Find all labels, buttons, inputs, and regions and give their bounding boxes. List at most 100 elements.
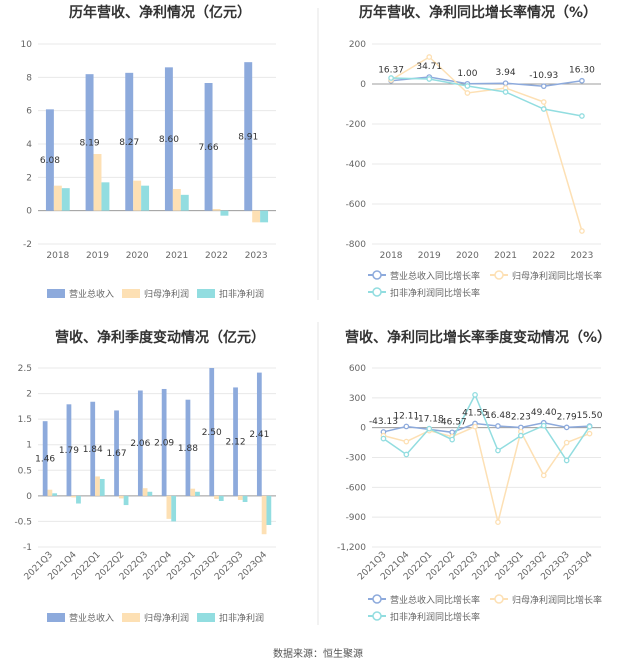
data-point [502, 89, 509, 95]
bar-net-profit [166, 495, 172, 519]
bar-deducted [101, 182, 110, 211]
bar-deducted [99, 478, 105, 496]
y-tick-label: -2 [23, 240, 32, 250]
legend-label[interactable]: 营业总收入 [69, 612, 114, 624]
data-label: 49.40 [531, 408, 557, 418]
bar-net-profit [172, 189, 181, 211]
bar-revenue [114, 410, 119, 496]
y-tick-label: 0 [26, 207, 32, 217]
x-tick-label: 2018 [380, 251, 403, 261]
data-point [579, 77, 585, 84]
bar-deducted [123, 495, 129, 506]
series-line-net-profit [390, 56, 583, 232]
legend-label[interactable]: 营业总收入 [69, 288, 114, 300]
series-line-revenue [391, 76, 583, 87]
data-label: -17.18 [415, 414, 444, 424]
bar-revenue [161, 388, 167, 496]
data-point [579, 228, 585, 234]
x-tick-label: 2021 [494, 251, 517, 261]
legend-label[interactable]: 归母净利润同比增长率 [512, 270, 602, 282]
legend: 营业总收入同比增长率 归母净利润同比增长率 扣非净利润同比增长率 [368, 594, 602, 623]
data-point [449, 436, 455, 443]
data-point [540, 83, 547, 90]
data-label: 3.94 [496, 68, 516, 78]
legend-label[interactable]: 归母净利润 [144, 612, 189, 624]
legend-marker[interactable] [372, 594, 382, 604]
y-tick-label: 10 [21, 40, 33, 50]
legend-label[interactable]: 扣非净利润同比增长率 [390, 287, 480, 299]
bar-deducted [242, 495, 248, 502]
quarterly-revenue-profit-chart: 营收、净利季度变动情况（亿元） 2.521.510.50-0.5-12021Q3… [14, 329, 276, 582]
legend-label[interactable]: 归母净利润同比增长率 [512, 594, 602, 606]
legend-swatch-revenue[interactable] [47, 613, 65, 622]
legend-swatch-net-profit[interactable] [122, 289, 140, 298]
bar-net-profit [142, 488, 148, 496]
legend-swatch-deducted[interactable] [197, 613, 215, 622]
annual-growth-rate-chart: 历年营收、净利同比增长率情况（%） 200 0 -200 -400 -600 -800 20… [346, 4, 601, 261]
y-tick-label: 2.5 [18, 364, 32, 374]
data-label: 34.71 [416, 62, 442, 72]
legend-swatch-net-profit[interactable] [122, 613, 140, 622]
legend: 营业总收入 归母净利润 扣非净利润 [47, 612, 264, 624]
legend-label[interactable]: 归母净利润 [144, 288, 189, 300]
y-tick-label: 300 [349, 394, 366, 404]
bar-net-profit [47, 489, 53, 496]
legend-label[interactable]: 扣非净利润同比增长率 [390, 611, 480, 623]
legend-swatch-deducted[interactable] [197, 289, 215, 298]
bar-net-profit [212, 209, 221, 211]
data-point [472, 391, 478, 398]
data-point [388, 75, 394, 81]
data-point [426, 54, 433, 60]
data-label: 8.27 [119, 138, 139, 148]
data-point [586, 430, 593, 437]
legend-marker[interactable] [372, 611, 382, 621]
data-label: 2.09 [154, 438, 174, 448]
data-point [380, 435, 387, 442]
y-tick-label: 200 [349, 40, 366, 50]
bar-net-profit [95, 476, 100, 496]
data-point [586, 423, 593, 430]
y-tick-label: 600 [349, 364, 366, 374]
legend-label[interactable]: 营业总收入同比增长率 [390, 270, 480, 282]
x-tick-label: 2021 [165, 251, 188, 261]
y-tick-label: 1.5 [18, 415, 32, 425]
x-tick-label: 2020 [126, 251, 149, 261]
bar-deducted [266, 495, 272, 526]
data-label: 6.08 [40, 156, 60, 166]
y-tick-label: -0.5 [14, 517, 32, 527]
annual-revenue-profit-chart: 历年营收、净利情况（亿元） 10 8 6 4 2 0 -2 2018 2019 2020 2021 2… [21, 4, 276, 261]
y-tick-label: -300 [346, 454, 367, 464]
legend-label[interactable]: 扣非净利润 [219, 288, 264, 300]
bar-revenue [137, 390, 143, 496]
data-label: 2.50 [202, 428, 222, 438]
data-label: -10.93 [529, 71, 558, 81]
legend-marker[interactable] [494, 594, 504, 604]
bar-net-profit [261, 495, 267, 535]
bar-deducted [260, 210, 269, 223]
x-tick-label: 2022 [205, 251, 228, 261]
data-point [495, 519, 501, 525]
data-label: 7.66 [199, 143, 219, 153]
bar-deducted [52, 493, 58, 496]
legend-label[interactable]: 扣非净利润 [219, 612, 264, 624]
legend-marker[interactable] [372, 270, 382, 280]
y-tick-label: -200 [346, 120, 367, 130]
legend-marker[interactable] [494, 270, 504, 280]
bar-net-profit [53, 185, 62, 211]
data-point [502, 80, 509, 87]
legend-marker[interactable] [372, 287, 382, 297]
legend-swatch-revenue[interactable] [47, 289, 65, 298]
y-tick-label: 2 [26, 390, 32, 400]
data-point [472, 423, 478, 430]
data-point [495, 447, 501, 454]
legend-label[interactable]: 营业总收入同比增长率 [390, 594, 480, 606]
y-tick-label: 0 [360, 80, 366, 90]
y-tick-label: 0.5 [18, 466, 32, 476]
y-tick-label: 2 [26, 173, 32, 183]
bar-net-profit [71, 495, 77, 498]
data-label: 15.50 [577, 411, 603, 421]
y-tick-label: 0 [26, 492, 32, 502]
y-tick-label: 1 [26, 441, 32, 451]
bar-net-profit [237, 495, 243, 500]
data-label: 16.37 [378, 66, 404, 76]
